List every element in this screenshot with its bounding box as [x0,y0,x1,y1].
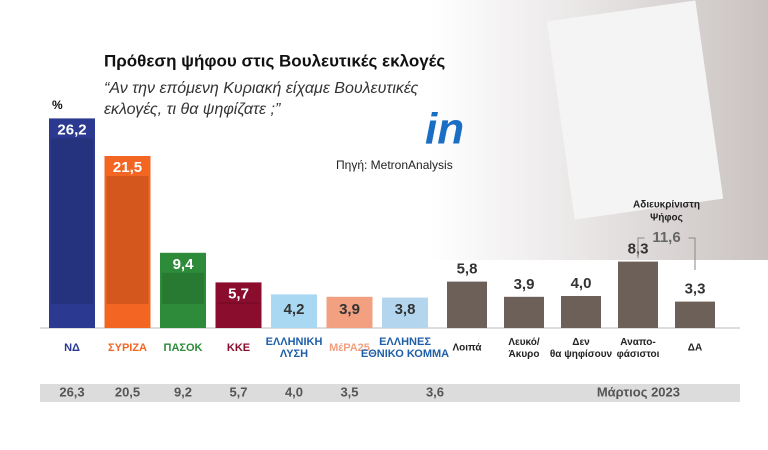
previous-label: Μάρτιος 2023 [597,384,680,399]
previous-value: 3,5 [340,384,358,399]
bar [618,261,658,328]
ballot [546,0,724,220]
value-label: 9,4 [173,256,195,273]
portrait [106,176,149,304]
value-label: 3,9 [514,276,535,293]
previous-strip [40,384,740,402]
previous-value: 4,0 [285,384,303,399]
subtitle: εκλογές, τι θα ψηφίζατε ;” [104,101,281,118]
bracket [637,237,696,270]
category-label: Αναπο-φάσιστοι [617,337,660,360]
previous-value: 9,2 [174,384,192,399]
category-label: ΜέΡΑ25 [329,342,370,354]
category-label: Δεν θα ψηφίσουν [550,337,613,360]
bar [160,252,206,328]
value-label: 4,2 [284,301,305,318]
previous-value: 26,3 [59,384,84,399]
value-label: 3,3 [685,281,706,298]
bar [561,296,601,328]
value-label: 5,7 [228,285,249,302]
bar [104,156,151,328]
portrait [217,302,260,304]
bar [271,294,317,328]
previous-value: 20,5 [115,384,140,399]
logo: in [425,105,464,154]
bar [215,282,262,328]
bar [504,296,544,328]
value-label: 4,0 [571,275,592,292]
bar [326,296,373,328]
category-label: ΔΑ [688,343,702,354]
category-label: Λευκό/Άκυρο [508,337,540,360]
chart-title: Πρόθεση ψήφου στις Βουλευτικές εκλογές [104,51,445,70]
subtitle: “Αν την επόμενη Κυριακή είχαμε Βουλευτικ… [104,80,419,97]
value-label: 5,8 [457,261,478,278]
category-label: ΕΛΛΗΝΙΚΗ ΛΥΣΗ [266,336,323,360]
unit: % [52,98,63,112]
bracket-label: Αδιευκρίνιστη [633,200,700,211]
previous-value: 3,6 [426,384,444,399]
category-label: ΝΔ [64,342,80,354]
value-label: 21,5 [113,159,142,176]
bar [675,301,715,328]
bar [447,281,487,328]
category-label: Λοιπά [452,343,482,354]
bar [49,118,95,329]
category-label: ΣΥΡΙΖΑ [108,342,147,354]
value-label: 3,8 [395,301,416,318]
category-label: ΚΚΕ [227,342,250,354]
category-label: ΕΛΛΗΝΕΣ ΕΘΝΙΚΟ ΚΟΜΜΑ [361,336,449,360]
bracket-value: 11,6 [652,229,680,246]
value-label: 3,9 [339,301,360,318]
bracket-label: Ψήφος [650,213,683,224]
portrait [162,272,204,304]
category-label: ΠΑΣΟΚ [164,342,203,354]
bar [382,297,428,328]
source: Πηγή: MetronAnalysis [336,158,453,172]
portrait [51,138,93,304]
value-label: 26,2 [57,121,86,138]
previous-value: 5,7 [229,384,247,399]
